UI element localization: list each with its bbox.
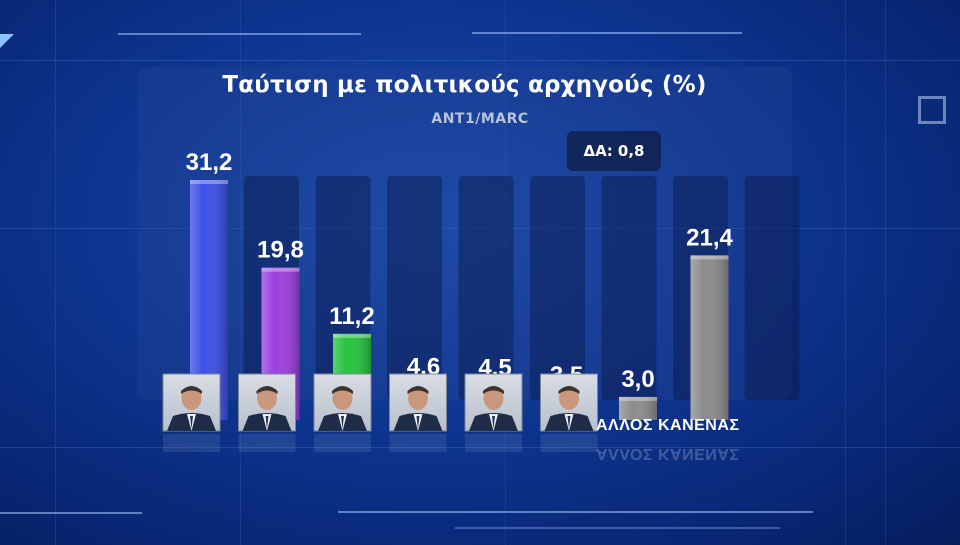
portrait-face xyxy=(483,386,504,410)
bg-grid-line xyxy=(505,0,506,545)
bar-top-highlight xyxy=(619,396,657,401)
portrait-tie xyxy=(567,416,571,429)
leader-portrait-image xyxy=(238,373,296,432)
bg-grid-line xyxy=(0,60,960,61)
bg-grid-line xyxy=(845,0,846,545)
portrait-face xyxy=(332,386,353,410)
bg-grid-line xyxy=(0,447,960,448)
chart-title: Ταύτιση με πολιτικούς αρχηγούς (%) xyxy=(222,72,707,98)
portrait-hair xyxy=(256,386,278,394)
portrait-reflection xyxy=(465,434,522,452)
leader-portrait-image xyxy=(540,373,598,432)
bar-shade xyxy=(690,255,729,420)
portrait-hair xyxy=(407,386,429,394)
data-label: 21,4 xyxy=(686,224,733,251)
deco-line xyxy=(338,511,813,513)
bg-grid-line xyxy=(885,0,886,545)
deco-line xyxy=(0,512,142,514)
portrait-reflection xyxy=(314,434,371,452)
portrait-face xyxy=(408,386,428,410)
portrait-tie xyxy=(190,416,193,429)
bar-shade xyxy=(619,396,657,420)
corner-square-icon xyxy=(918,96,946,124)
bar-track xyxy=(530,176,585,400)
leader-portrait-image xyxy=(389,373,447,432)
portrait-face xyxy=(257,386,277,410)
deco-line xyxy=(455,527,780,529)
portrait-face xyxy=(559,386,579,410)
portrait-reflection xyxy=(389,434,447,452)
bar-top-highlight xyxy=(333,333,371,338)
leader-portrait-image xyxy=(162,373,221,432)
portrait-face xyxy=(181,386,202,410)
bar-top-highlight xyxy=(690,255,729,260)
category-label-reflection: ΑΛΛΟΣ ΚΑΝΕΝΑΣ xyxy=(596,445,740,462)
portrait-hair xyxy=(332,386,353,394)
portrait-tie xyxy=(416,416,420,429)
deco-line xyxy=(472,32,742,34)
bar-top-highlight xyxy=(261,267,300,272)
portrait-tie xyxy=(492,416,495,429)
portrait-tie xyxy=(341,416,344,429)
portrait-reflection xyxy=(163,434,220,452)
data-label: 19,8 xyxy=(257,237,304,264)
portrait-reflection xyxy=(238,434,296,452)
chart-panel xyxy=(137,67,792,400)
chart-source: ANT1/MARC xyxy=(431,111,529,127)
bar-track xyxy=(601,176,657,400)
leader-portrait-image xyxy=(464,373,523,432)
bar-track xyxy=(744,176,800,400)
data-label: 3,0 xyxy=(621,366,654,393)
portrait-tie xyxy=(265,416,269,429)
note-badge: ΔΑ: 0,8 xyxy=(567,131,661,171)
deco-line xyxy=(118,33,361,35)
portrait-reflection xyxy=(540,434,598,452)
bar-track xyxy=(387,176,442,400)
bar-top-highlight xyxy=(190,180,228,184)
category-label: ΑΛΛΟΣ ΚΑΝΕΝΑΣ xyxy=(596,417,740,434)
data-label: 31,2 xyxy=(186,149,233,176)
bar-track xyxy=(458,176,514,400)
portrait-hair xyxy=(483,386,504,394)
portrait-hair xyxy=(181,386,202,394)
bg-grid-line xyxy=(240,0,241,545)
corner-triangle-icon xyxy=(0,34,14,48)
bg-grid-line xyxy=(0,228,960,229)
data-label: 11,2 xyxy=(329,303,374,330)
leader-portrait-image xyxy=(313,373,372,432)
bg-grid-line xyxy=(55,0,56,545)
portrait-hair xyxy=(558,386,580,394)
